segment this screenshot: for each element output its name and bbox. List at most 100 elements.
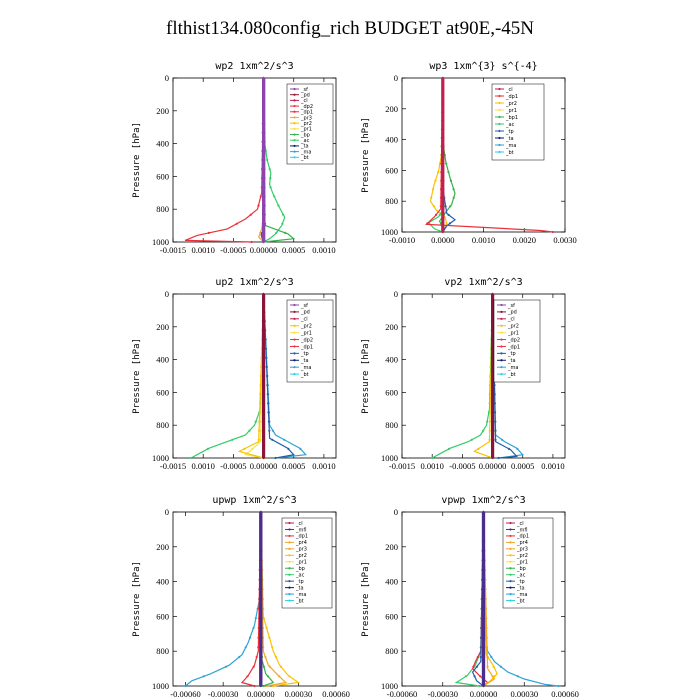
x-tick-label: 0.0010 [420,461,443,471]
data-point [482,636,485,639]
data-point [259,684,262,688]
x-tick-label: 0.00000 [479,461,507,471]
data-point [486,665,489,668]
legend-marker [498,150,501,154]
legend-entry: _dp2 [507,337,520,343]
legend-marker [288,554,291,557]
data-point [265,365,268,368]
data-point [238,655,241,659]
data-point [262,665,265,668]
data-point [452,196,455,199]
data-point [249,213,252,216]
y-tick-label: 400 [156,139,169,149]
data-point [262,429,265,432]
legend-entry: _ma [295,592,306,598]
legend-entry: _cl [505,87,513,93]
legend-marker [288,521,291,525]
series-line-dp1 [424,77,553,233]
data-point [441,179,444,182]
series-line-ac [190,293,265,459]
data-point [491,374,494,378]
data-point [479,675,482,678]
y-tick-label: 200 [385,322,398,332]
legend-marker [293,345,296,348]
data-point [287,447,290,450]
data-point [267,411,270,414]
data-point [262,113,265,116]
data-point [484,607,488,610]
y-tick-label: 0 [394,73,398,83]
x-tick-label: 0.0005 [282,461,305,471]
data-point [248,636,252,639]
legend-marker [509,592,512,596]
data-point [262,149,265,152]
data-point [441,213,444,216]
x-tick-label: 0.00060 [551,689,579,699]
data-point [441,230,444,234]
data-point [283,438,286,441]
y-axis-label: Pressure [hPa] [132,561,142,637]
data-point [491,320,494,323]
legend-marker [293,87,296,91]
data-point [438,213,441,216]
x-tick-label: 0.0010 [312,461,335,471]
y-tick-label: 800 [156,646,169,656]
legend-entry: _dp1 [300,110,313,116]
data-point [273,195,276,198]
legend-marker [498,129,501,133]
legend-entry: _tp [507,351,516,357]
y-tick-label: 200 [156,106,169,116]
legend-entry: _tp [300,351,309,357]
data-point [482,607,485,610]
series-line-pr1 [243,293,265,459]
legend-entry: _cl [516,521,524,527]
data-point [494,420,497,423]
legend-entry: _ta [300,144,309,150]
data-point [432,205,435,208]
legend-entry: _sf [507,303,515,309]
legend-marker [500,359,503,362]
panel-title: upwp 1xm^2/s^3 [212,495,296,506]
data-point [494,438,497,441]
data-point [262,222,265,225]
y-tick-label: 1000 [152,453,169,463]
data-point [445,222,448,225]
data-point [434,213,438,216]
data-point [262,338,265,341]
y-tick-label: 600 [156,387,169,397]
data-point [262,311,265,314]
data-point [259,636,262,639]
legend-box [491,83,545,161]
legend-entry: _bt [507,372,516,378]
data-point [485,617,488,620]
data-point [441,222,444,225]
legend-marker [288,528,291,531]
data-point [479,646,483,649]
data-point [491,456,494,460]
panel-0: wp2 1xm^2/s^3 Pressure [hPa] 0 200 400 600 800… [132,61,337,255]
legend-box [502,517,554,609]
data-point [262,76,265,80]
figure-title: flthist134.080config_rich BUDGET at90E,-… [166,18,534,39]
data-point [482,665,485,668]
data-point [271,429,274,432]
data-point [259,607,262,610]
legend-marker [500,366,503,369]
data-point [225,665,228,668]
y-tick-label: 800 [385,420,398,430]
data-point [491,292,494,296]
legend-marker [288,599,291,602]
legend-marker [288,592,291,596]
legend-marker [293,324,296,327]
legend-entry: _cl [300,317,308,323]
legend-marker [293,331,296,334]
data-point [262,122,265,125]
data-point [257,438,260,441]
data-point [491,338,494,341]
data-point [259,549,262,552]
legend-box [493,299,541,383]
data-point [262,384,265,387]
legend-entry: _dp2 [300,337,313,343]
data-point [255,655,258,659]
y-tick-label: 0 [165,73,169,83]
